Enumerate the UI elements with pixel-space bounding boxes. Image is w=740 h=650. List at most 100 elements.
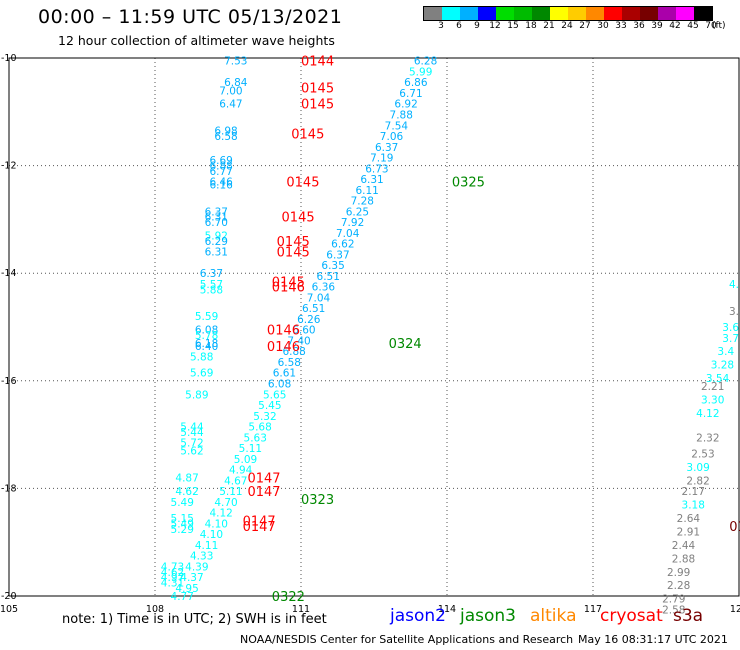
satellite-legend-altika: altika: [530, 606, 577, 626]
data-point-cryosat: 5.44: [180, 427, 204, 439]
data-point-jason3: 4.33: [190, 551, 213, 563]
legend-swatch: [586, 7, 604, 20]
data-point-cryosat: 6.08: [195, 325, 218, 337]
pass-label: 0147: [247, 472, 280, 487]
data-point-jason3: 6.51: [302, 303, 325, 315]
data-point-cryosat: 6.84: [224, 77, 248, 89]
legend-label: 39: [651, 21, 663, 31]
data-point-jason3: 6.36: [312, 282, 336, 294]
data-point-s3a: 2.91: [677, 526, 700, 538]
plot-frame: [8, 57, 740, 597]
data-point-s3a: 2.28: [667, 580, 690, 592]
data-point-s3a: 2.99: [667, 567, 690, 579]
data-point-jason3-east: 4.12: [696, 408, 719, 420]
data-point-jason3: 6.25: [346, 206, 369, 218]
data-point-jason3: 4.67: [224, 475, 247, 487]
x-tick-label: 111: [292, 604, 310, 615]
data-point-jason3-east: 3.7: [722, 333, 739, 345]
data-point-jason3: 6.86: [404, 77, 428, 89]
data-point-jason3-east: 3.6: [722, 322, 739, 334]
data-point-cryosat: 5.15: [171, 513, 194, 525]
axes: 105108111114117120-10-12-14-16-18-20: [0, 53, 740, 615]
data-point-jason3: 5.63: [244, 432, 267, 444]
pass-label: 0145: [277, 246, 310, 261]
pass-labels: 0144014501450145014501450145014501450146…: [243, 55, 740, 605]
data-point-s3a: 2.53: [691, 448, 714, 460]
data-point-cryosat: 5.89: [185, 389, 208, 401]
data-point-cryosat: 6.69: [209, 155, 232, 167]
legend-swatch: [568, 7, 586, 20]
pass-label: 0146: [267, 340, 300, 355]
data-point-cryosat: 6.77: [209, 166, 232, 178]
pass-label: 0325: [452, 176, 485, 191]
data-point-cryosat: 6.98: [214, 126, 237, 138]
data-point-jason3: 4.10: [200, 529, 223, 541]
legend-label: 30: [597, 21, 609, 31]
color-legend-bar: [423, 6, 713, 21]
satellite-legend-jason2: jason2: [390, 606, 446, 626]
legend-swatch: [496, 7, 514, 20]
data-point-jason3: 4.39: [185, 561, 208, 573]
data-point-jason3: 4.10: [205, 518, 228, 530]
data-point-jason3: 6.08: [268, 378, 291, 390]
legend-swatch: [658, 7, 676, 20]
data-point-cryosat: 6.18: [195, 338, 218, 350]
data-point-cryosat: 5.88: [200, 284, 223, 296]
pass-label: 0144: [301, 55, 334, 70]
data-point-jason3: 5.65: [263, 389, 286, 401]
data-point-jason3: 4.94: [229, 465, 253, 477]
data-point-cryosat: 4.87: [175, 473, 198, 485]
data-point-jason3: 7.54: [385, 120, 409, 132]
data-point-s3a: 2.32: [696, 432, 719, 444]
chart-subtitle: 12 hour collection of altimeter wave hei…: [58, 33, 335, 48]
data-point-jason3: 6.58: [278, 357, 301, 369]
legend-swatch: [676, 7, 694, 20]
pass-label: 0146: [272, 281, 305, 296]
data-point-jason3: 6.37: [375, 142, 398, 154]
data-point-jason3: 6.37: [326, 249, 349, 261]
data-point-jason3: 6.92: [394, 99, 417, 111]
legend-swatch: [478, 7, 496, 20]
data-point-cryosat: 5.88: [190, 352, 213, 364]
data-point-jason3-east: 3.54: [706, 373, 730, 385]
data-point-cryosat: 5.72: [180, 438, 203, 450]
data-point-jason3: 4.77: [171, 591, 194, 603]
legend-label: 70: [705, 21, 717, 31]
data-point-jason3: 7.40: [287, 335, 310, 347]
data-point-jason3: 7.04: [307, 292, 331, 304]
data-point-cryosat: 5.69: [190, 368, 213, 380]
data-point-jason3: 5.68: [248, 422, 271, 434]
pass-label: 0145: [277, 235, 310, 250]
data-point-cryosat: 4.97: [161, 572, 184, 584]
legend-label: 45: [687, 21, 699, 31]
data-point-cryosat: 4.31: [161, 578, 184, 590]
pass-label: 0145: [272, 275, 305, 290]
legend-label: 24: [561, 21, 573, 31]
note-text: note: 1) Time is in UTC; 2) SWH is in fe…: [62, 612, 327, 627]
x-tick-label: 105: [0, 604, 18, 615]
legend-label: 12: [489, 21, 501, 31]
data-point-cryosat: 6.16: [209, 179, 233, 191]
data-point-cryosat: 6.37: [200, 268, 223, 280]
pass-label: 0145: [291, 127, 324, 142]
data-point-jason3: 7.28: [351, 196, 374, 208]
data-point-jason3: 6.51: [317, 271, 340, 283]
pass-label: 0145: [301, 82, 334, 97]
data-point-cryosat: 6.31: [205, 247, 228, 259]
pass-label: 0145: [301, 98, 334, 113]
data-point-jason3: 4.95: [175, 583, 198, 595]
data-point-s3a: 2.82: [686, 475, 709, 487]
data-point-jason3: 6.11: [355, 185, 378, 197]
legend-label: 36: [633, 21, 645, 31]
x-tick-label: 114: [438, 604, 456, 615]
pass-label: 0147: [243, 515, 276, 530]
data-point-cryosat: 6.37: [205, 206, 228, 218]
pass-label: 0324: [389, 337, 422, 352]
data-point-cryosat: 6.88: [209, 161, 232, 173]
data-point-cryosat: 6.29: [205, 236, 228, 248]
data-point-cryosat: 5.62: [180, 446, 203, 458]
legend-label: 18: [525, 21, 537, 31]
data-point-jason3: 5.99: [409, 66, 432, 78]
satellite-legend-cryosat: cryosat: [600, 606, 663, 626]
data-point-jason3: 5.32: [253, 411, 276, 423]
